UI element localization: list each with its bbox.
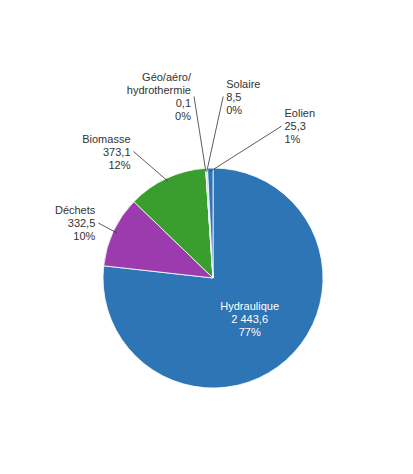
svg-text:Biomasse373,112%: Biomasse373,112% [82, 133, 131, 171]
svg-text:Hydraulique2 443,677%: Hydraulique2 443,677% [220, 300, 279, 338]
svg-text:Eolien25,31%: Eolien25,31% [285, 107, 316, 145]
svg-text:Solaire8,50%: Solaire8,50% [226, 78, 260, 116]
svg-text:Géo/aéro/hydrothermie0,10%: Géo/aéro/hydrothermie0,10% [127, 71, 192, 122]
svg-text:Déchets332,510%: Déchets332,510% [55, 204, 96, 242]
